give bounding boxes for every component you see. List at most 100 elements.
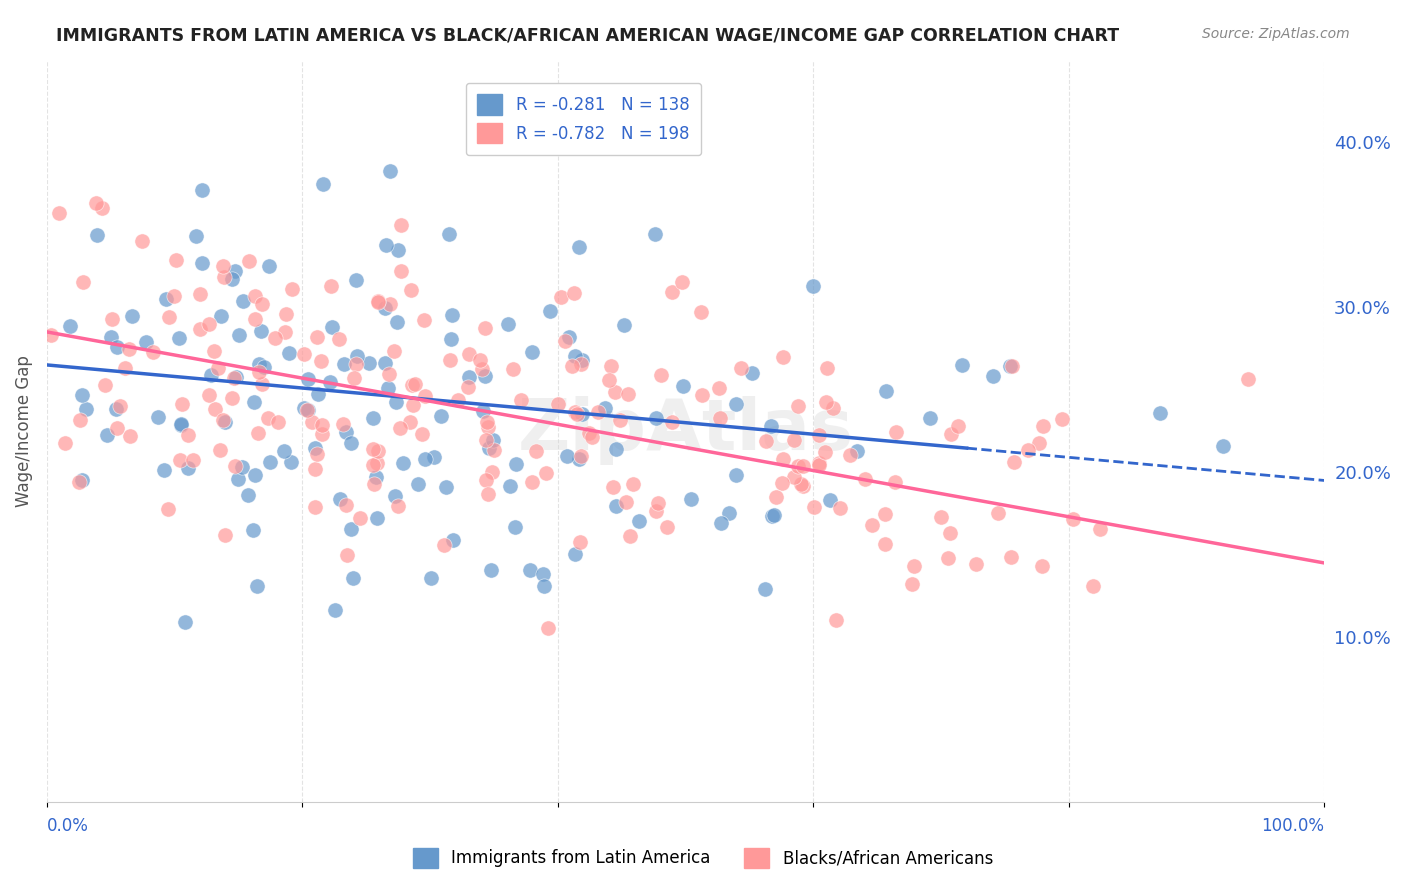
Point: [468, 352, 491, 367]
Point: [433, 538, 456, 552]
Point: [246, 579, 269, 593]
Point: [329, 491, 352, 506]
Point: [650, 368, 672, 383]
Point: [770, 476, 793, 491]
Point: [474, 434, 496, 448]
Point: [273, 443, 295, 458]
Point: [277, 346, 299, 360]
Point: [70, 473, 93, 487]
Point: [605, 442, 627, 456]
Point: [295, 403, 318, 417]
Point: [157, 310, 180, 324]
Point: [108, 399, 131, 413]
Point: [903, 558, 925, 573]
Point: [477, 420, 499, 434]
Point: [458, 370, 481, 384]
Point: [221, 272, 243, 286]
Point: [436, 480, 458, 494]
Point: [378, 368, 401, 382]
Point: [382, 343, 405, 358]
Point: [482, 443, 505, 458]
Point: [717, 506, 740, 520]
Point: [457, 380, 479, 394]
Point: [349, 510, 371, 524]
Point: [94, 378, 117, 392]
Point: [307, 387, 329, 401]
Point: [564, 285, 586, 300]
Point: [808, 428, 831, 442]
Point: [157, 502, 180, 516]
Point: [762, 508, 785, 523]
Point: [1236, 372, 1258, 386]
Point: [224, 264, 246, 278]
Point: [250, 297, 273, 311]
Point: [411, 426, 433, 441]
Point: [325, 603, 347, 617]
Point: [824, 613, 846, 627]
Point: [375, 237, 398, 252]
Point: [586, 405, 609, 419]
Point: [304, 441, 326, 455]
Point: [84, 195, 107, 210]
Point: [214, 528, 236, 542]
Point: [259, 455, 281, 469]
Point: [367, 294, 389, 309]
Point: [183, 453, 205, 467]
Point: [307, 447, 329, 461]
Point: [724, 468, 747, 483]
Point: [929, 510, 952, 524]
Point: [177, 428, 200, 442]
Point: [557, 449, 579, 463]
Point: [564, 349, 586, 363]
Point: [839, 448, 862, 462]
Point: [401, 378, 423, 392]
Point: [198, 388, 221, 402]
Point: [645, 504, 668, 518]
Point: [413, 389, 436, 403]
Point: [603, 384, 626, 399]
Point: [607, 104, 630, 119]
Point: [146, 409, 169, 424]
Text: 0.0%: 0.0%: [46, 816, 89, 835]
Point: [212, 412, 235, 426]
Point: [332, 417, 354, 431]
Point: [475, 415, 498, 429]
Point: [1017, 442, 1039, 457]
Point: [1062, 511, 1084, 525]
Point: [571, 407, 593, 421]
Point: [502, 361, 524, 376]
Point: [536, 622, 558, 636]
Point: [274, 307, 297, 321]
Point: [207, 360, 229, 375]
Point: [482, 433, 505, 447]
Point: [609, 413, 631, 427]
Point: [142, 344, 165, 359]
Point: [221, 391, 243, 405]
Point: [510, 393, 533, 408]
Point: [498, 478, 520, 492]
Point: [524, 443, 547, 458]
Point: [86, 228, 108, 243]
Point: [321, 320, 343, 334]
Point: [385, 395, 408, 409]
Point: [100, 330, 122, 344]
Point: [536, 467, 558, 481]
Point: [558, 330, 581, 344]
Point: [873, 507, 896, 521]
Point: [458, 347, 481, 361]
Point: [807, 457, 830, 471]
Point: [710, 516, 733, 530]
Point: [901, 576, 924, 591]
Point: [224, 371, 246, 385]
Point: [238, 254, 260, 268]
Point: [399, 283, 422, 297]
Point: [167, 331, 190, 345]
Point: [170, 417, 193, 432]
Point: [246, 425, 269, 440]
Point: [389, 218, 412, 232]
Point: [569, 358, 592, 372]
Point: [228, 327, 250, 342]
Point: [39, 327, 62, 342]
Point: [135, 334, 157, 349]
Y-axis label: Wage/Income Gap: Wage/Income Gap: [15, 355, 32, 507]
